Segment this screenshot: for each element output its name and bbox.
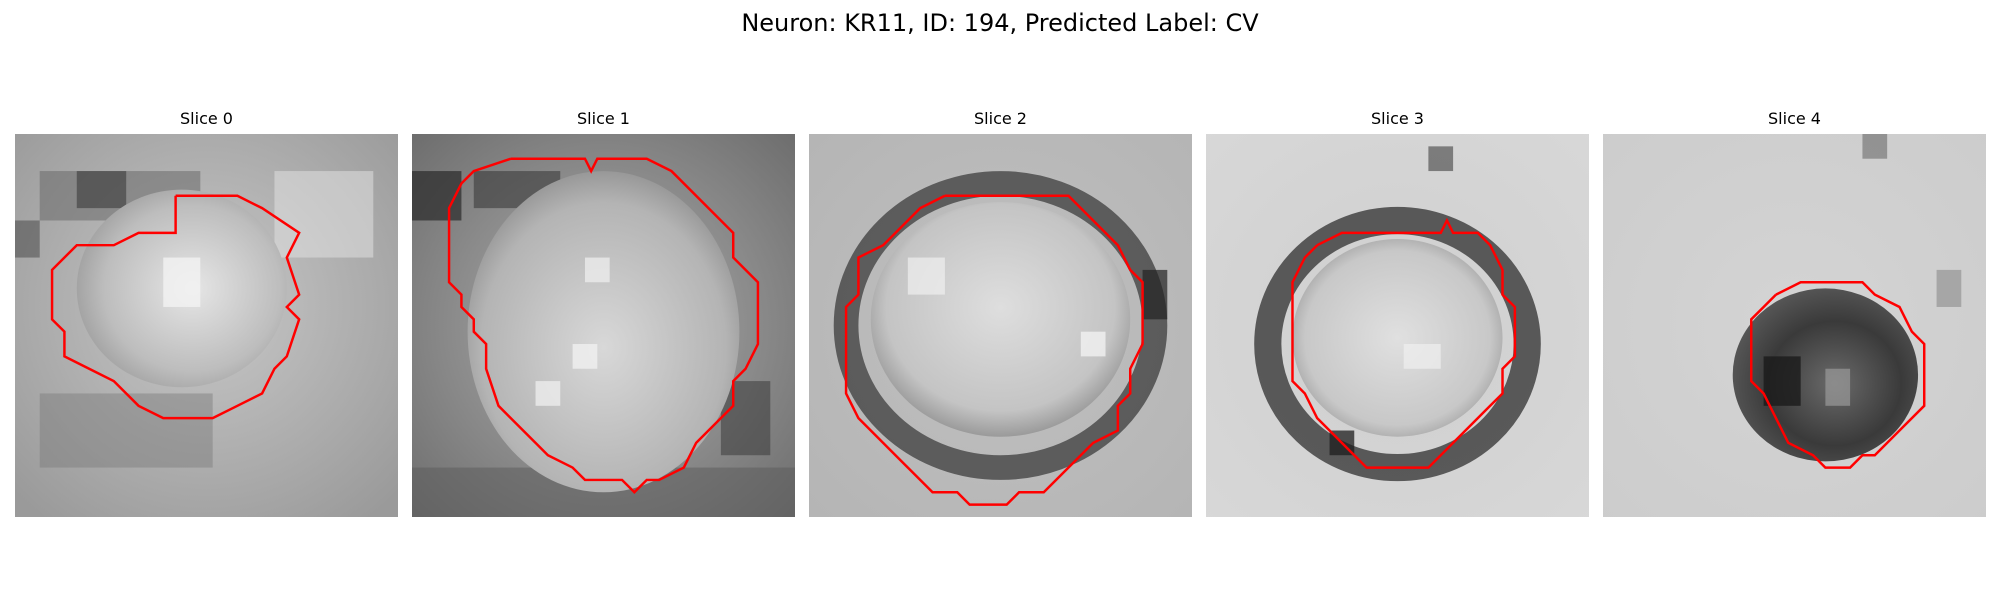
dark-spot — [15, 220, 40, 258]
dark-spot — [1428, 146, 1454, 172]
slice-image-canvas — [1206, 134, 1589, 517]
contour-line — [447, 157, 760, 495]
light-region — [274, 171, 374, 258]
bright-spot — [1825, 368, 1851, 406]
dark-band — [39, 393, 213, 468]
slice-image — [1603, 134, 1986, 517]
contour-line — [50, 194, 301, 420]
slice-title: Slice 4 — [1768, 109, 1821, 128]
slice-image-canvas — [15, 134, 398, 517]
dark-spot — [1763, 356, 1801, 406]
bright-spot — [163, 257, 201, 307]
figure-title: Neuron: KR11, ID: 194, Predicted Label: … — [741, 9, 1259, 37]
cell-body — [467, 171, 740, 493]
contour-line — [844, 194, 1144, 506]
dark-spot — [720, 381, 771, 456]
slice-title: Slice 0 — [180, 109, 233, 128]
slice-title: Slice 2 — [974, 109, 1027, 128]
dark-spot — [412, 171, 462, 221]
slice-image-canvas — [1603, 134, 1986, 517]
slice-title: Slice 3 — [1371, 109, 1424, 128]
cell-body — [870, 201, 1131, 437]
dark-spot — [1862, 134, 1888, 159]
bright-spot — [572, 344, 598, 369]
bright-spot — [1403, 344, 1441, 369]
slice-image — [809, 134, 1192, 517]
cell-body — [1292, 239, 1503, 437]
slice-title: Slice 1 — [577, 109, 630, 128]
slice-image-canvas — [809, 134, 1192, 517]
contour-line — [1750, 281, 1926, 469]
contour-line — [1291, 217, 1517, 469]
slice-image — [1206, 134, 1589, 517]
slice-image-canvas — [412, 134, 795, 517]
dark-spot — [1936, 269, 1962, 307]
dark-spot — [1142, 269, 1168, 320]
cell-body — [1732, 288, 1919, 462]
bright-spot — [535, 381, 561, 406]
dark-spot — [76, 171, 127, 209]
bright-spot — [1080, 331, 1106, 357]
bright-spot — [584, 257, 610, 283]
slice-image — [15, 134, 398, 517]
bright-spot — [907, 257, 945, 295]
slice-image — [412, 134, 795, 517]
